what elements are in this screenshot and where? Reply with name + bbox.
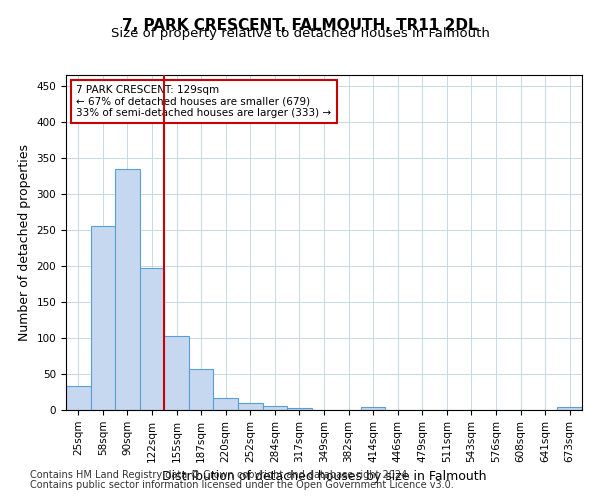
Text: Contains HM Land Registry data © Crown copyright and database right 2024.: Contains HM Land Registry data © Crown c… [30, 470, 410, 480]
Bar [214, 398, 238, 410]
Text: Contains public sector information licensed under the Open Government Licence v3: Contains public sector information licen… [30, 480, 454, 490]
Bar [557, 407, 582, 410]
Text: Size of property relative to detached houses in Falmouth: Size of property relative to detached ho… [110, 28, 490, 40]
Bar [91, 226, 115, 410]
X-axis label: Distribution of detached houses by size in Falmouth: Distribution of detached houses by size … [162, 470, 486, 483]
Bar [140, 268, 164, 410]
Bar [164, 336, 189, 410]
Text: 7, PARK CRESCENT, FALMOUTH, TR11 2DL: 7, PARK CRESCENT, FALMOUTH, TR11 2DL [122, 18, 478, 32]
Bar [361, 407, 385, 410]
Bar [263, 406, 287, 410]
Text: 7 PARK CRESCENT: 129sqm
← 67% of detached houses are smaller (679)
33% of semi-d: 7 PARK CRESCENT: 129sqm ← 67% of detache… [76, 85, 331, 118]
Bar [115, 168, 140, 410]
Bar [287, 408, 312, 410]
Bar [189, 369, 214, 410]
Bar [238, 403, 263, 410]
Bar [66, 386, 91, 410]
Y-axis label: Number of detached properties: Number of detached properties [18, 144, 31, 341]
